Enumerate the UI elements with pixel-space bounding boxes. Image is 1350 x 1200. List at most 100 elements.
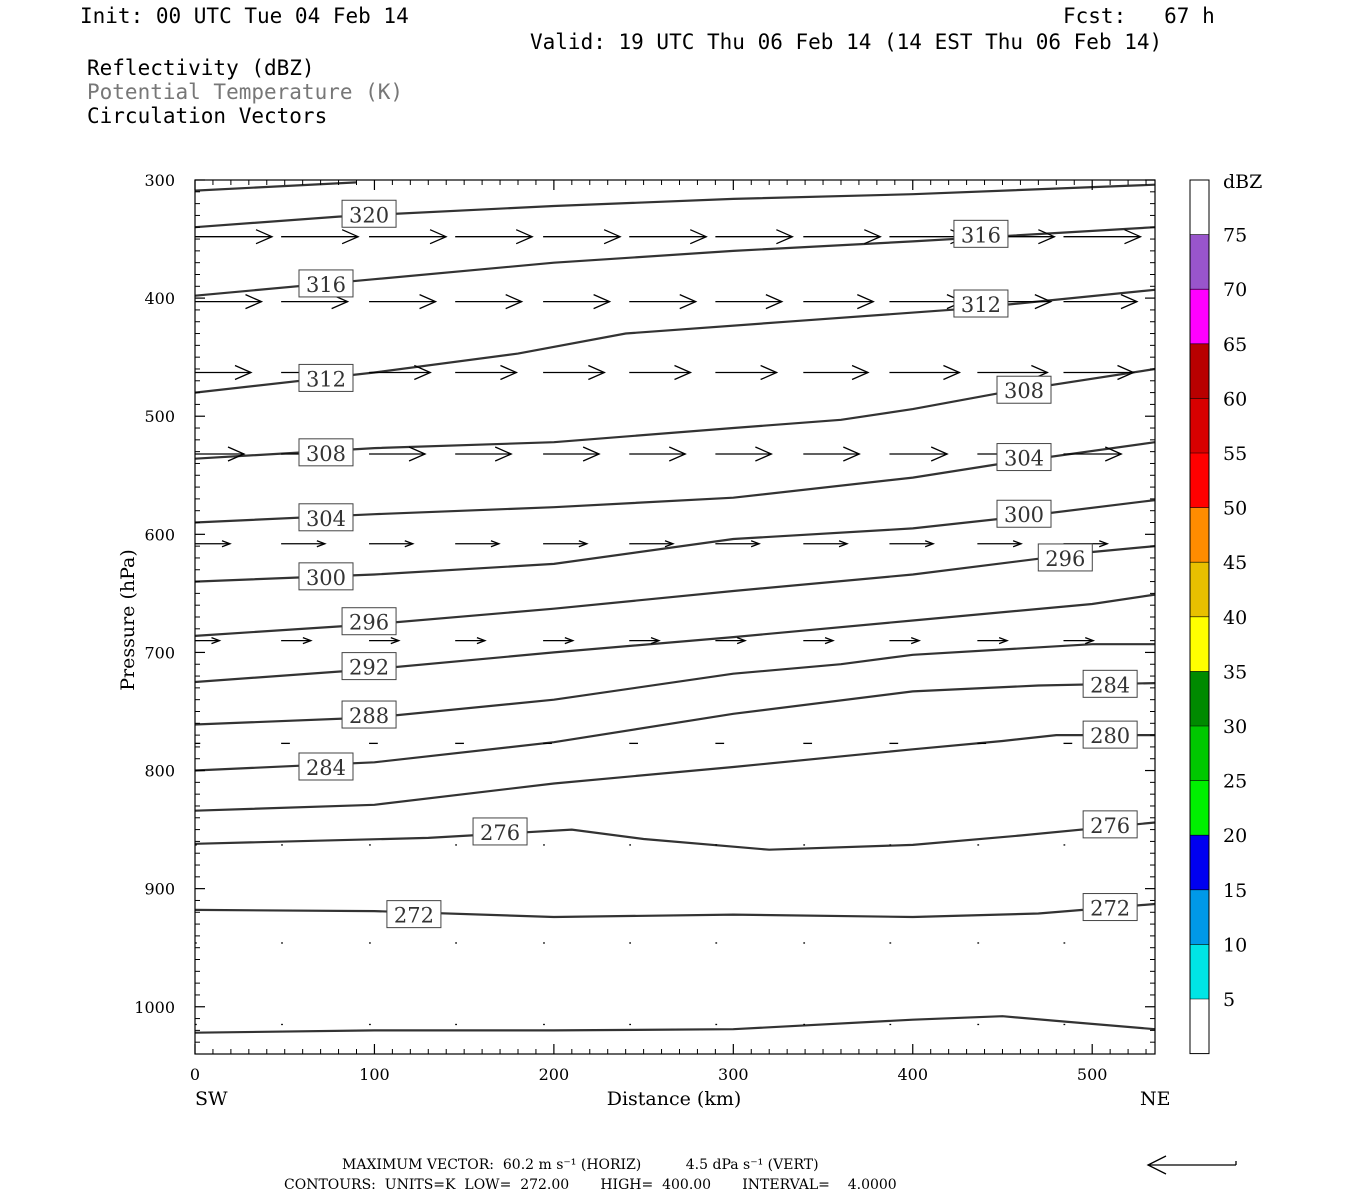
isentrope-label-312: 312	[961, 293, 1001, 317]
colorbar-label: 75	[1223, 225, 1247, 247]
init-time: Init: 00 UTC Tue 04 Feb 14	[80, 4, 409, 28]
circulation-vector	[543, 294, 612, 310]
valid-time: Valid: 19 UTC Thu 06 Feb 14 (14 EST Thu …	[530, 30, 1163, 54]
isentrope-label-box	[298, 438, 354, 467]
isentrope-label-box	[953, 219, 1009, 248]
reference-vector	[1146, 1155, 1237, 1175]
circulation-vector	[715, 364, 779, 381]
circulation-vector	[715, 446, 773, 462]
isentrope-label-box	[472, 817, 528, 846]
circulation-vector	[1063, 637, 1096, 645]
circulation-vector	[543, 229, 622, 245]
isentrope-288	[194, 643, 1155, 726]
x-tick-label: 500	[1077, 1065, 1108, 1084]
circulation-vector	[803, 364, 870, 381]
colorbar-label: 40	[1223, 607, 1247, 629]
x-tick-label: 200	[539, 1065, 570, 1084]
y-tick-label: 500	[144, 407, 175, 426]
colorbar-label: 65	[1223, 334, 1247, 356]
x-tick-label: 0	[190, 1065, 200, 1084]
circulation-vector	[889, 446, 949, 462]
circulation-vector	[455, 446, 513, 462]
circulation-vector	[195, 364, 253, 381]
circulation-vector	[543, 446, 601, 462]
isentrope-label-304: 304	[1004, 447, 1044, 471]
isentrope-label-280: 280	[1090, 724, 1130, 748]
isentrope-label-316: 316	[961, 223, 1001, 247]
circulation-vector	[369, 446, 427, 462]
y-axis-label: Pressure (hPa)	[117, 549, 139, 691]
colorbar-label: 30	[1223, 716, 1247, 738]
circulation-vector	[715, 294, 784, 310]
circulation-vector	[889, 294, 965, 310]
colorbar-label: 35	[1223, 661, 1247, 683]
isentrope-label-box	[386, 900, 442, 929]
isentrope-276	[194, 821, 1156, 851]
circulation-vector	[1063, 364, 1136, 381]
x-axis-right-label: NE	[1140, 1088, 1171, 1110]
circulation-vector	[1063, 294, 1139, 310]
circulation-vector	[889, 637, 922, 645]
isentrope-320	[194, 183, 1156, 229]
isentrope-label-292: 292	[349, 656, 389, 680]
contours-note: CONTOURS: UNITS=K LOW= 272.00 HIGH= 400.…	[284, 1177, 897, 1193]
circulation-vector	[803, 446, 861, 462]
isentrope-label-box	[1082, 669, 1138, 698]
isentrope-label-304: 304	[306, 507, 346, 531]
colorbar-label: 50	[1223, 498, 1247, 520]
circulation-vector	[629, 637, 661, 645]
isentrope-label-296: 296	[349, 611, 389, 635]
isentrope-label-box	[1037, 543, 1093, 572]
colorbar-segment	[1190, 507, 1209, 563]
circulation-vector	[629, 446, 687, 462]
colorbar-segment	[1190, 671, 1209, 726]
isentrope-label-272: 272	[1090, 897, 1130, 921]
isentrope-308	[194, 367, 1156, 460]
colorbar-segment	[1190, 343, 1209, 399]
colorbar-segment	[1190, 944, 1209, 999]
circulation-vector	[455, 364, 519, 381]
isentrope-label-box	[298, 363, 354, 392]
colorbar-label: 10	[1223, 934, 1247, 956]
y-tick-label: 1000	[134, 998, 175, 1017]
isentrope-label-308: 308	[306, 442, 346, 466]
circulation-vector	[195, 446, 246, 462]
colorbar-segment	[1190, 616, 1209, 672]
colorbar-label: 20	[1223, 825, 1247, 847]
circulation-vector	[369, 229, 448, 245]
circulation-vector	[803, 637, 835, 645]
circulation-vector	[281, 229, 360, 245]
isentrope-label-308: 308	[1004, 379, 1044, 403]
y-tick-label: 800	[144, 762, 175, 781]
isentrope-label-276: 276	[480, 821, 520, 845]
colorbar-segment	[1190, 234, 1209, 290]
isentrope-label-296: 296	[1045, 547, 1085, 571]
circulation-vector	[629, 540, 675, 548]
circulation-vector	[629, 364, 693, 381]
isentrope-label-316: 316	[306, 273, 346, 297]
colorbar-segment	[1190, 999, 1209, 1054]
circulation-vector	[195, 540, 232, 548]
colorbar-segment	[1190, 726, 1209, 781]
circulation-vector	[803, 229, 882, 245]
colorbar-segment	[1190, 180, 1209, 235]
colorbar-label: 5	[1223, 989, 1235, 1011]
isentrope-label-box	[996, 499, 1052, 528]
circulation-vector	[803, 540, 849, 548]
isentrope-label-284: 284	[1090, 673, 1130, 697]
isentrope-label-box	[298, 562, 354, 591]
y-tick-label: 900	[144, 880, 175, 899]
colorbar-segment	[1190, 398, 1209, 453]
isentrope-320	[194, 181, 357, 192]
isentrope-label-284: 284	[306, 756, 346, 780]
isentrope-label-box	[953, 289, 1009, 318]
colorbar-unit: dBZ	[1223, 171, 1262, 193]
colorbar-segment	[1190, 889, 1209, 945]
circulation-vector	[977, 540, 1023, 548]
circulation-vector	[281, 637, 313, 645]
plot-frame	[194, 179, 1156, 1055]
circulation-vector	[1063, 229, 1143, 245]
isentrope-label-box	[298, 752, 354, 781]
x-axis-left-label: SW	[195, 1088, 228, 1110]
